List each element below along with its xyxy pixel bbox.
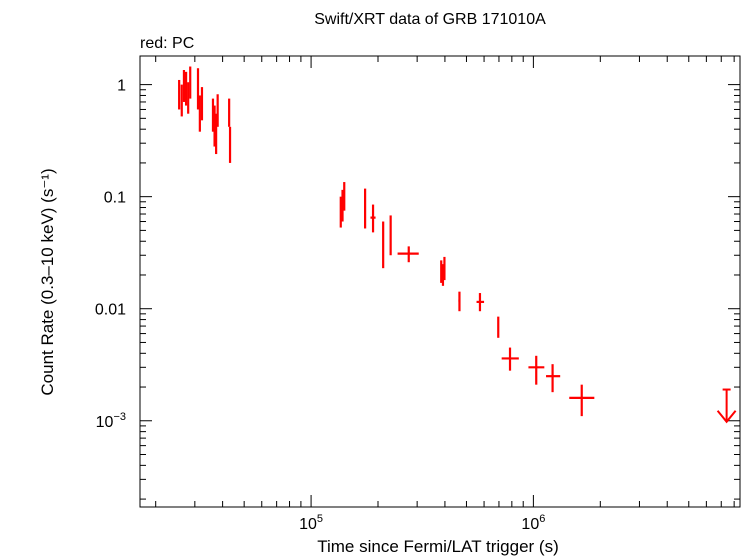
data-point: [382, 221, 385, 269]
data-point: [476, 293, 485, 312]
data-point: [215, 113, 218, 155]
upper-limit-arrow: [716, 388, 737, 424]
y-tick-label: 1: [117, 78, 126, 95]
data-point: [196, 68, 200, 110]
data-point: [180, 84, 183, 117]
data-point: [228, 98, 231, 127]
y-tick-label: 0.1: [104, 190, 126, 207]
y-axis-label: Count Rate (0.3–10 keV) (s⁻¹): [38, 168, 57, 395]
data-point: [458, 291, 461, 312]
data-point: [397, 246, 419, 263]
y-tick-label: 10−3: [96, 411, 126, 431]
y-tick-label: 0.01: [95, 302, 126, 319]
data-point: [343, 182, 346, 211]
data-point: [497, 316, 500, 338]
chart-subtitle: red: PC: [140, 35, 194, 52]
data-point: [441, 264, 445, 286]
data-point: [440, 260, 443, 283]
data-point: [213, 105, 216, 147]
x-axis-label: Time since Fermi/LAT trigger (s): [317, 537, 559, 556]
data-point: [189, 66, 192, 99]
data-point: [364, 188, 367, 229]
data-point: [228, 126, 232, 163]
data-point: [178, 79, 181, 110]
data-point: [200, 87, 204, 121]
data-point: [198, 95, 201, 132]
data-point: [184, 71, 188, 106]
data-point: [389, 215, 392, 256]
data-point: [341, 189, 344, 222]
data-point: [546, 364, 561, 393]
data-point: [443, 256, 446, 281]
plot-frame: [139, 55, 741, 508]
chart-title: Swift/XRT data of GRB 171010A: [314, 11, 546, 28]
data-point: [501, 347, 519, 371]
data-points: [178, 66, 737, 424]
axis-ticks: [140, 56, 740, 507]
data-point: [370, 204, 376, 233]
data-point: [187, 82, 190, 114]
data-point: [182, 69, 186, 102]
x-tick-label: 106: [521, 513, 545, 533]
axis-tick-labels: 105 106 1 0.1 0.01 10−3: [95, 78, 545, 533]
upper-limit-head: [716, 410, 737, 424]
data-point: [339, 196, 342, 228]
x-tick-label: 105: [299, 513, 323, 533]
data-point: [216, 94, 219, 127]
data-point: [569, 384, 595, 417]
data-point: [211, 98, 215, 132]
data-point: [528, 355, 545, 385]
